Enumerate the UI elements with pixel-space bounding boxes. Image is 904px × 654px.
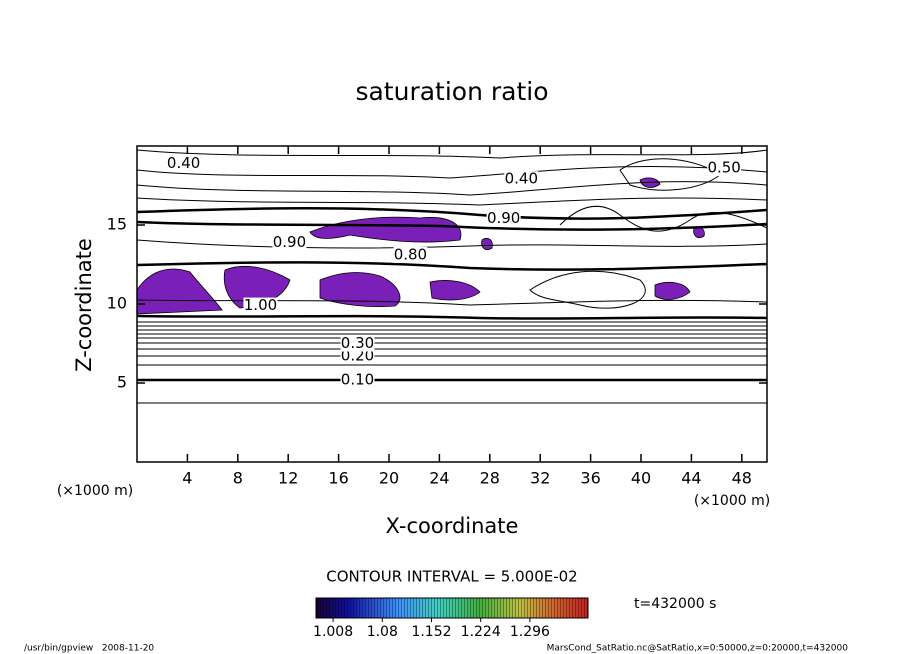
chart-title: saturation ratio bbox=[355, 77, 548, 106]
x-tick-label: 4 bbox=[182, 469, 192, 488]
x-tick-label: 12 bbox=[278, 469, 298, 488]
x-unit-right: (×1000 m) bbox=[694, 493, 770, 509]
colorbar-frame bbox=[315, 597, 589, 619]
x-tick-label: 40 bbox=[631, 469, 651, 488]
contour-label: 0.30 bbox=[341, 334, 374, 352]
contour-interval: CONTOUR INTERVAL = 5.000E-02 bbox=[326, 568, 577, 586]
y-tick-label: 10 bbox=[107, 294, 127, 313]
x-tick-label: 8 bbox=[233, 469, 243, 488]
contour-label-bg bbox=[340, 348, 375, 365]
footer-right: MarsCond_SatRatio.nc@SatRatio,x=0:50000,… bbox=[547, 644, 849, 654]
contour-label: 0.90 bbox=[273, 233, 306, 251]
colorbar-tick-label: 1.152 bbox=[411, 624, 451, 640]
contour-label-bg bbox=[272, 234, 307, 251]
contour-label: 0.40 bbox=[505, 170, 538, 188]
contour-label-bg bbox=[393, 247, 428, 264]
colorbar-tick-label: 1.008 bbox=[313, 624, 353, 640]
time-label: t=432000 s bbox=[634, 596, 716, 612]
contour-label-bg bbox=[340, 335, 375, 352]
x-tick-label: 36 bbox=[580, 469, 600, 488]
colorbar-tick-label: 1.224 bbox=[461, 624, 501, 640]
contour-field bbox=[137, 149, 767, 404]
contour-labels: 0.100.200.300.400.400.500.900.900.801.00 bbox=[166, 154, 742, 388]
x-tick-label: 28 bbox=[480, 469, 500, 488]
colorbar-tick-label: 1.296 bbox=[510, 624, 550, 640]
y-tick-label: 5 bbox=[117, 373, 127, 392]
contour-label: 0.50 bbox=[707, 159, 740, 177]
contour-label: 0.90 bbox=[487, 209, 520, 227]
contour-label: 0.10 bbox=[341, 370, 374, 388]
contour-label-bg bbox=[504, 171, 539, 188]
contour-label-bg bbox=[707, 160, 742, 177]
x-tick-label: 16 bbox=[328, 469, 348, 488]
x-axis-label: X-coordinate bbox=[386, 514, 519, 538]
contour-label: 0.80 bbox=[394, 246, 427, 264]
contour-label-bg bbox=[340, 371, 375, 388]
x-tick-label: 24 bbox=[429, 469, 449, 488]
contour-label-bg bbox=[243, 297, 278, 314]
contour-label: 1.00 bbox=[244, 296, 277, 314]
contour-label-bg bbox=[486, 210, 521, 227]
x-tick-label: 48 bbox=[732, 469, 752, 488]
y-tick-label: 15 bbox=[107, 215, 127, 234]
x-tick-label: 20 bbox=[379, 469, 399, 488]
contour-label-bg bbox=[166, 155, 201, 172]
colorbar-ticks: 1.008 1.08 1.152 1.224 1.296 bbox=[313, 618, 550, 640]
x-tick-label: 44 bbox=[681, 469, 701, 488]
colorbar-tick-label: 1.08 bbox=[367, 624, 398, 640]
footer-left: /usr/bin/gpview 2008-11-20 bbox=[24, 644, 154, 654]
contour-label: 0.40 bbox=[167, 154, 200, 172]
x-unit-left: (×1000 m) bbox=[57, 483, 133, 499]
x-tick-label: 32 bbox=[530, 469, 550, 488]
y-axis-label: Z-coordinate bbox=[72, 238, 96, 372]
